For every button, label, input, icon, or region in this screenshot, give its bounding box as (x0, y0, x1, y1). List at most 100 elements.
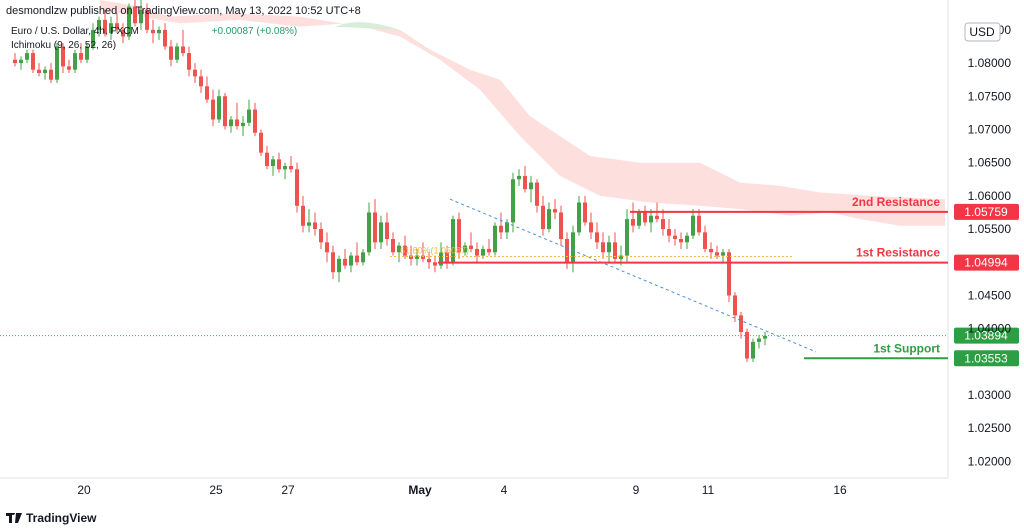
candle (529, 175, 533, 203)
candle (145, 3, 149, 34)
candle (427, 252, 431, 269)
time-axis[interactable]: 20 25 27 May 4 9 11 16 (77, 483, 847, 497)
candle (331, 245, 335, 279)
currency-label: USD (969, 25, 995, 39)
candle-body (265, 152, 269, 166)
candle (73, 49, 77, 74)
candle (97, 16, 101, 37)
candle (271, 156, 275, 176)
candle (169, 39, 173, 67)
candle-body (655, 215, 659, 220)
candle-body (757, 338, 761, 342)
candle-body (499, 225, 503, 233)
candle (733, 292, 737, 322)
candle (571, 225, 575, 273)
price-tick-label: 1.04500 (968, 288, 1012, 302)
candle (535, 179, 539, 213)
level-label: 1st Support (873, 341, 940, 355)
candle (133, 0, 137, 27)
candle (751, 338, 755, 362)
price-tag-label: 1.05759 (964, 205, 1008, 219)
candle-body (427, 258, 431, 263)
candle-body (673, 235, 677, 239)
candle (679, 232, 683, 249)
candle-body (751, 341, 755, 359)
candle-body (55, 46, 59, 80)
candle (151, 19, 155, 44)
candle (691, 209, 695, 239)
candle (613, 232, 617, 263)
candle-body (445, 252, 449, 263)
candle-body (259, 132, 263, 153)
candle-body (337, 258, 341, 273)
candle-body (409, 255, 413, 259)
candle-body (25, 53, 29, 60)
candle (487, 239, 491, 256)
price-tick-label: 1.07000 (968, 122, 1012, 136)
candle-body (187, 53, 191, 70)
candle-body (763, 335, 767, 339)
cloud-band-green (335, 22, 400, 30)
candle-body (583, 202, 587, 223)
candle-body (559, 212, 563, 239)
candle (385, 212, 389, 246)
candle (361, 248, 365, 266)
candle (595, 222, 599, 249)
price-tag (954, 203, 1019, 220)
candle-body (667, 229, 671, 236)
candles (13, 0, 767, 362)
candle-body (529, 182, 533, 190)
price-axis[interactable]: 1.057591.049941.035531.038941.085001.080… (954, 22, 1019, 469)
candle-body (115, 23, 119, 30)
candle-body (433, 262, 437, 266)
candle-body (355, 255, 359, 263)
candle (49, 63, 53, 83)
price-tag-label: 1.04994 (964, 256, 1008, 270)
symbol-name: Euro / U.S. Dollar, 4h, FXCM (11, 26, 139, 37)
candle (319, 222, 323, 249)
candle-body (235, 119, 239, 127)
candle-body (13, 59, 17, 64)
candle-body (271, 159, 275, 166)
candle-body (715, 252, 719, 256)
candle-body (67, 66, 71, 70)
candle-body (403, 245, 407, 256)
time-tick-label: 9 (633, 483, 640, 497)
candle-body (325, 242, 329, 253)
publisher-line: desmondlzw published on TradingView.com,… (6, 5, 361, 17)
candle-body (205, 86, 209, 100)
candle (667, 219, 671, 243)
candle-body (97, 19, 101, 30)
cloud-band-red (100, 0, 945, 226)
candle (307, 209, 311, 233)
candle-body (163, 29, 167, 47)
candle (745, 328, 749, 362)
candle-body (313, 222, 317, 230)
candle (43, 66, 47, 80)
price-tag (954, 350, 1019, 367)
candle-body (331, 252, 335, 273)
candle (649, 209, 653, 233)
time-tick-label: 16 (833, 483, 847, 497)
candle (607, 235, 611, 263)
candle (415, 248, 419, 266)
candle-body (157, 29, 161, 34)
candle (763, 331, 767, 346)
candle-body (367, 212, 371, 253)
candle (511, 172, 515, 233)
candle-body (343, 258, 347, 266)
candle (589, 212, 593, 239)
candle (211, 89, 215, 127)
level-label: 2nd Resistance (852, 195, 940, 209)
candle-body (475, 248, 479, 256)
candle (445, 245, 449, 269)
candle (31, 49, 35, 74)
price-tick-label: 1.03000 (968, 388, 1012, 402)
candle-body (733, 295, 737, 316)
candle (715, 245, 719, 259)
price-tick-label: 1.05500 (968, 222, 1012, 236)
tradingview-logo[interactable]: TradingView (6, 511, 96, 525)
candle (313, 212, 317, 236)
candle (547, 202, 551, 233)
